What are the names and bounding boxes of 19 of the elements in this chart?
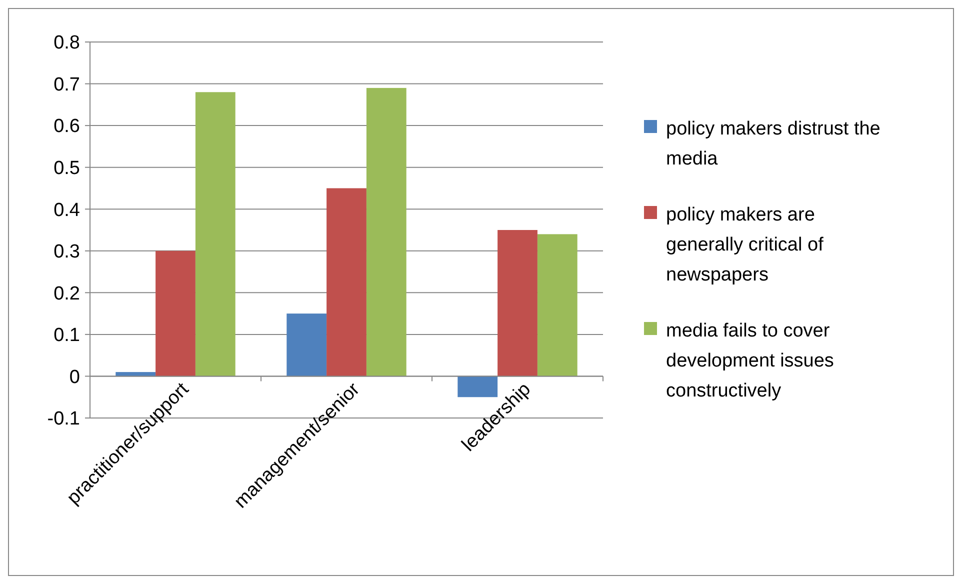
bar bbox=[156, 250, 196, 376]
bar bbox=[498, 230, 538, 376]
bar bbox=[537, 234, 578, 376]
legend-label: policy makers are generally critical of newspapers bbox=[666, 204, 824, 286]
y-tick-label: 0.1 bbox=[54, 325, 80, 346]
y-tick-label: 0.4 bbox=[54, 200, 80, 221]
bar bbox=[366, 88, 406, 376]
bar bbox=[195, 92, 236, 376]
legend-label: policy makers distrust the media bbox=[666, 118, 880, 170]
y-tick-label: 0.6 bbox=[54, 116, 80, 138]
y-tick-label: 0 bbox=[69, 366, 80, 388]
y-tick-label: 0.3 bbox=[54, 242, 80, 263]
bar bbox=[286, 314, 327, 376]
y-tick-label: 0.2 bbox=[54, 283, 80, 304]
y-tick-label: 0.7 bbox=[54, 74, 80, 96]
y-tick-label: 0.8 bbox=[54, 32, 80, 54]
legend-label: media fails to cover development issues constructively bbox=[666, 320, 834, 402]
y-tick-label: 0.5 bbox=[54, 158, 80, 179]
bar bbox=[326, 188, 366, 376]
